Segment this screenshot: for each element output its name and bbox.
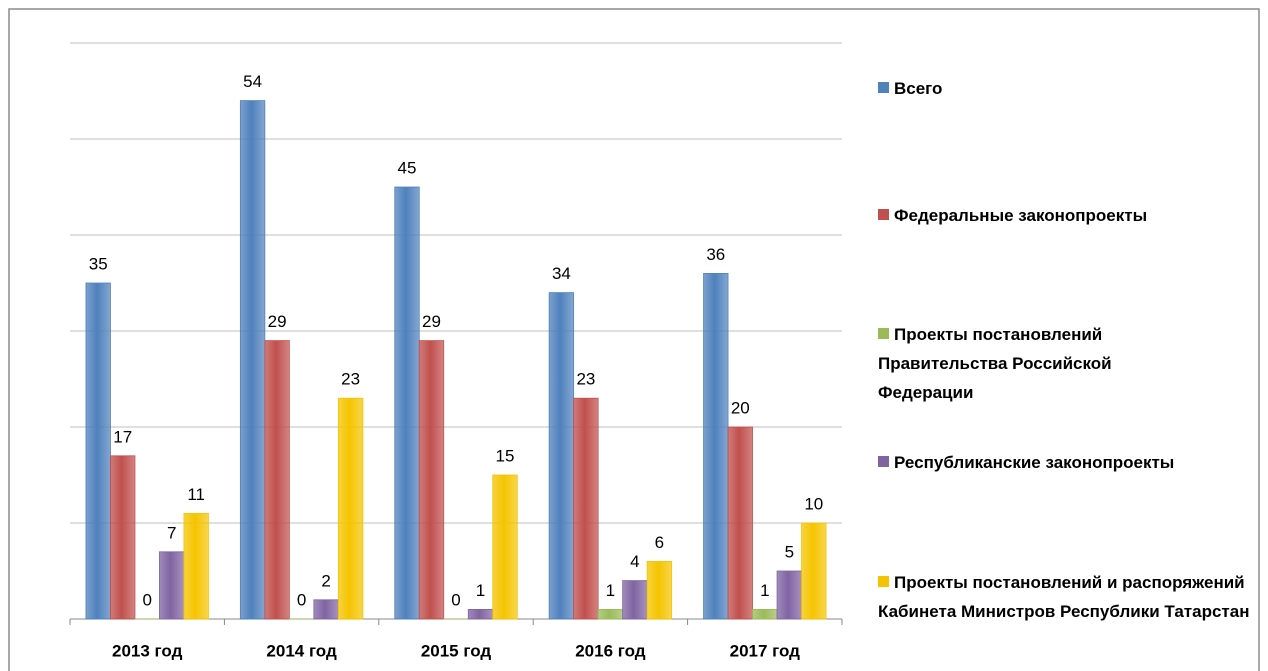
legend-label: Федеральные законопроекты	[894, 206, 1148, 225]
legend-item: Проекты постановлений Правительства Росс…	[878, 320, 1178, 407]
bar	[703, 272, 729, 620]
value-label: 45	[398, 158, 417, 177]
legend-item: Всего	[878, 74, 1263, 103]
value-label: 2	[321, 571, 330, 590]
value-label: 29	[422, 312, 441, 331]
bar	[548, 292, 575, 620]
bar	[801, 522, 827, 620]
legend-label: Проекты постановлений Правительства Росс…	[878, 325, 1112, 402]
x-tick-label: 2017 год	[730, 641, 801, 660]
bar	[239, 100, 266, 620]
bar	[183, 513, 209, 620]
value-label: 0	[297, 590, 306, 609]
x-tick-label: 2015 год	[421, 641, 492, 660]
value-label: 35	[89, 254, 108, 273]
bar	[337, 397, 364, 620]
x-tick-label: 2013 год	[112, 641, 183, 660]
legend-swatch	[878, 456, 889, 467]
value-label: 1	[760, 581, 769, 600]
bar	[264, 340, 290, 620]
legend-item: Республиканские законопроекты	[878, 448, 1263, 477]
value-label: 20	[731, 398, 750, 417]
legend-swatch	[878, 328, 889, 339]
value-label: 4	[630, 552, 639, 571]
value-label: 7	[167, 523, 176, 542]
value-label: 23	[576, 370, 595, 389]
value-label: 34	[552, 264, 571, 283]
legend-label: Проекты постановлений и распоряжений Каб…	[878, 573, 1250, 621]
x-tick-label: 2014 год	[266, 641, 337, 660]
bar	[646, 561, 673, 620]
value-label: 29	[268, 312, 287, 331]
bar	[313, 599, 339, 620]
bar	[622, 580, 648, 620]
chart-border	[8, 8, 1260, 671]
legend-item: Федеральные законопроекты	[878, 201, 1263, 230]
bar	[394, 186, 420, 620]
bar	[573, 397, 599, 620]
value-label: 11	[187, 485, 205, 504]
bar	[597, 609, 624, 620]
value-label: 1	[476, 581, 485, 600]
bar	[727, 426, 753, 620]
value-label: 6	[655, 533, 664, 552]
value-label: 15	[496, 446, 515, 465]
legend-swatch	[878, 576, 889, 587]
value-label: 5	[785, 542, 794, 561]
bar	[752, 609, 778, 620]
legend-label: Республиканские законопроекты	[894, 453, 1175, 472]
bar	[418, 340, 445, 620]
bar	[85, 282, 111, 620]
value-label: 10	[804, 494, 823, 513]
value-label: 0	[451, 590, 460, 609]
value-label: 23	[341, 370, 360, 389]
bar	[467, 609, 494, 620]
bar	[776, 570, 802, 620]
legend-item: Проекты постановлений и распоряжений Каб…	[878, 568, 1250, 626]
value-label: 36	[706, 245, 725, 264]
legend-swatch	[878, 209, 889, 220]
bar	[110, 455, 136, 620]
legend-swatch	[878, 82, 889, 93]
legend-label: Всего	[894, 79, 943, 98]
bar	[159, 551, 185, 620]
x-tick-label: 2016 год	[575, 641, 646, 660]
value-label: 17	[113, 427, 132, 446]
value-label: 0	[142, 590, 151, 609]
value-label: 54	[243, 72, 262, 91]
value-label: 1	[606, 581, 615, 600]
bar	[492, 474, 518, 620]
